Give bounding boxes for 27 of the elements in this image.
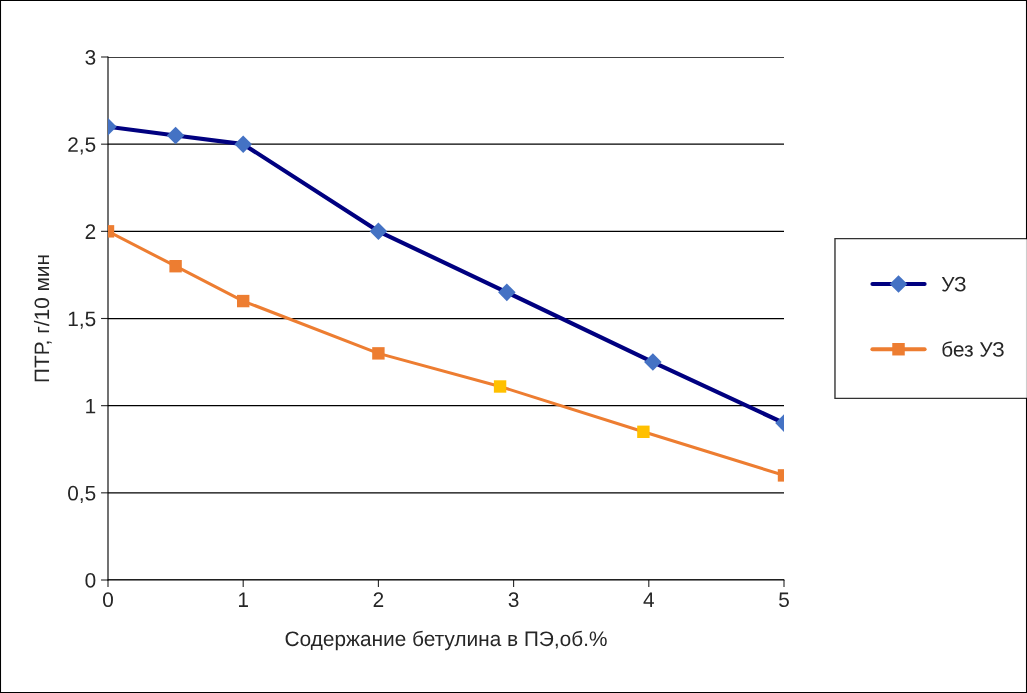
x-tick-label: 3 <box>508 592 519 608</box>
x-tick-label: 4 <box>643 592 654 607</box>
x-axis-title: Содержание бетулина в ПЭ,об.% <box>285 630 607 651</box>
y-tick-label: 0 <box>85 573 96 588</box>
point <box>644 353 662 371</box>
y-axis-title: ПТР, г/10 мин <box>33 255 52 382</box>
point <box>234 135 252 153</box>
point <box>169 259 182 273</box>
x-tick-label: 5 <box>779 592 789 608</box>
point <box>637 425 650 439</box>
x-tick-label: 2 <box>373 592 384 607</box>
x-tick-label: 1 <box>239 592 248 607</box>
point <box>236 294 250 308</box>
y-tick-label: 2 <box>85 224 96 239</box>
y-tick-label: 1,5 <box>68 311 96 329</box>
point <box>166 126 185 145</box>
point <box>493 380 507 393</box>
legend-label: без УЗ <box>942 341 1004 357</box>
point <box>369 222 388 241</box>
legend-label: УЗ <box>941 276 966 292</box>
y-tick-label: 1 <box>86 398 96 414</box>
y-tick-label: 2,5 <box>68 137 96 155</box>
y-tick-label: 0,5 <box>68 485 96 504</box>
x-tick-label: 0 <box>103 592 113 608</box>
y-tick-label: 3 <box>85 50 96 65</box>
point <box>498 283 516 302</box>
point <box>372 347 385 360</box>
